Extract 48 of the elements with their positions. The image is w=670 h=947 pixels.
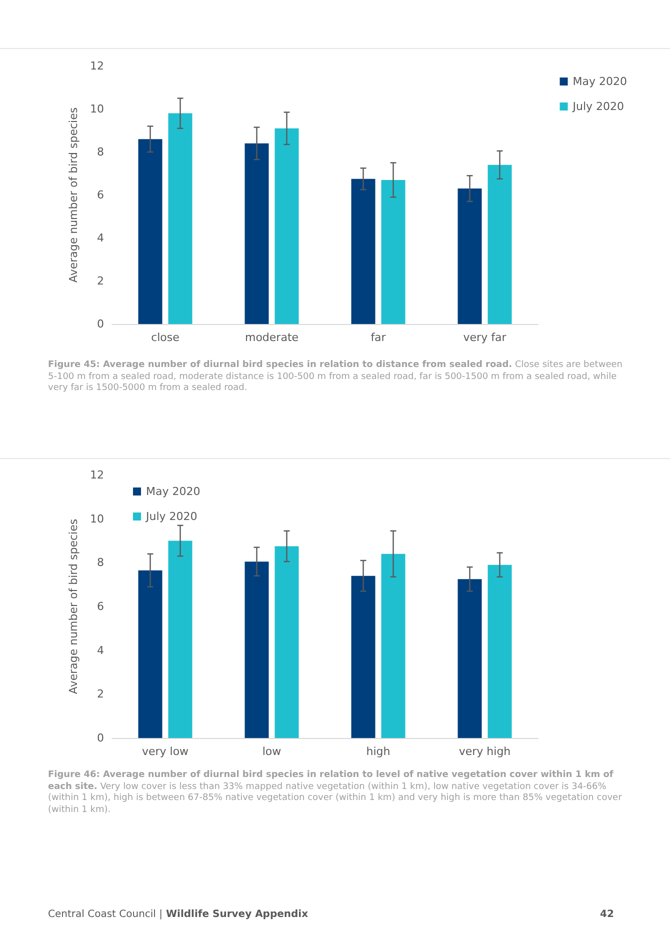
legend-label: July 2020 (572, 100, 624, 113)
bar (244, 562, 269, 738)
caption: Figure 45: Average number of diurnal bird species in relation to distance from sealed road. Close sites are between 5-100 m from a sealed road, moderate distance is 100-500 m from a sealed road, far is 500-1500 m from a sealed road, while very far is 1500-5000 m from a sealed road. (48, 360, 624, 394)
y-axis-title: Average number of bird species (67, 518, 80, 694)
bar (274, 128, 299, 324)
y-tick-label: 0 (97, 318, 104, 330)
bar (458, 188, 482, 324)
x-tick-label: close (151, 331, 180, 344)
y-tick-label: 10 (90, 512, 104, 526)
y-tick-label: 4 (97, 644, 104, 657)
bar (351, 576, 376, 738)
bar (458, 579, 482, 738)
legend-label: May 2020 (146, 485, 200, 498)
y-tick-label: 12 (90, 468, 104, 482)
bar (351, 178, 376, 324)
y-tick-label: 10 (90, 102, 104, 116)
x-tick-label: very high (458, 745, 511, 758)
bar (168, 113, 192, 324)
y-tick-label: 6 (97, 188, 104, 202)
x-tick-label: far (370, 331, 386, 344)
bar (381, 554, 406, 738)
y-tick-label: 6 (97, 600, 104, 613)
bar (244, 143, 269, 324)
legend-label: July 2020 (145, 510, 198, 523)
bar (168, 540, 192, 738)
x-tick-label: very far (463, 331, 507, 344)
text: 42 (600, 909, 614, 920)
y-axis-title: Average number of bird species (67, 107, 80, 283)
y-tick-label: 12 (90, 60, 104, 72)
bar (488, 564, 512, 738)
y-tick-label: 8 (97, 556, 104, 570)
x-tick-label: low (262, 745, 282, 758)
bar (138, 139, 162, 324)
x-tick-label: moderate (244, 331, 299, 344)
bar (381, 180, 406, 324)
x-tick-label: very low (142, 745, 189, 758)
bar (488, 164, 512, 324)
bar (138, 570, 162, 738)
text: Central Coast Council | Wildlife Survey Appendix (48, 909, 308, 920)
legend-label: May 2020 (572, 75, 628, 88)
y-tick-label: 2 (97, 274, 104, 288)
bar (274, 546, 299, 738)
y-tick-label: 4 (97, 232, 104, 244)
y-tick-label: 8 (97, 146, 104, 158)
y-tick-label: 2 (97, 688, 104, 701)
caption: Figure 46: Average number of diurnal bird species in relation to level of native vegetation cover within 1 km of each site. Very low cover is less than 33% mapped native vegetation (within 1 km), low native vegetation cover is 34-66% (within 1 km), high is between 67-85% native vegetation cover (within 1 km) and very high is more than 85% vegetation cover (within 1 km). (48, 770, 623, 816)
y-tick-label: 0 (97, 732, 104, 744)
x-tick-label: high (366, 745, 390, 758)
